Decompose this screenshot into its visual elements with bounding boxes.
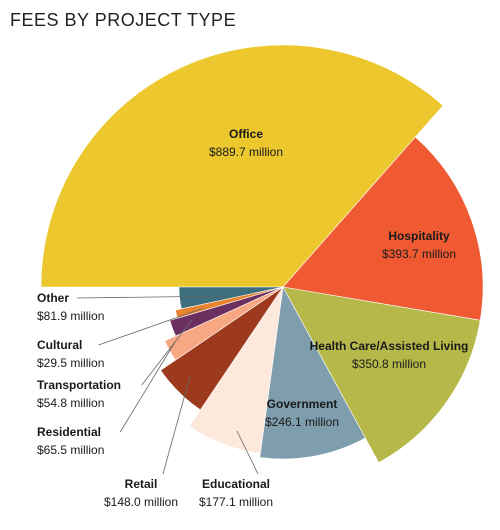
slice-value-label: $29.5 million	[37, 356, 104, 370]
slice-label: Health Care/Assisted Living	[310, 339, 469, 353]
pie-slice-health-care-assisted-living	[282, 286, 481, 463]
slice-label: Educational	[202, 477, 270, 491]
leader-line	[98, 307, 205, 346]
pie-slice-educational	[188, 286, 284, 454]
leader-line	[162, 375, 191, 475]
slice-value-label: $81.9 million	[37, 309, 104, 323]
leader-line	[119, 341, 176, 433]
slice-label: Residential	[37, 425, 101, 439]
slice-value-label: $350.8 million	[352, 357, 426, 371]
slice-value-label: $65.5 million	[37, 443, 104, 457]
slice-label: Hospitality	[388, 229, 450, 243]
slice-value-label: $177.1 million	[199, 495, 273, 509]
pie-slice-government	[259, 286, 366, 460]
leader-line	[141, 319, 193, 386]
pie-slice-other	[178, 286, 284, 310]
slice-value-label: $148.0 million	[104, 495, 178, 509]
pie-slice-office	[40, 44, 444, 288]
slice-label: Retail	[125, 477, 158, 491]
slice-value-label: $889.7 million	[209, 145, 283, 159]
leader-line	[236, 430, 259, 475]
slice-label: Cultural	[37, 338, 82, 352]
slice-value-label: $246.1 million	[265, 415, 339, 429]
pie-slice-hospitality	[282, 136, 484, 321]
chart-title: FEES BY PROJECT TYPE	[10, 10, 237, 30]
slice-label: Other	[37, 291, 69, 305]
slice-label: Office	[229, 127, 263, 141]
slice-value-label: $393.7 million	[382, 247, 456, 261]
slice-label: Transportation	[37, 378, 121, 392]
pie-slice-retail	[160, 286, 284, 411]
slice-label: Government	[267, 397, 338, 411]
pie-slice-cultural	[175, 286, 284, 319]
leader-line	[76, 295, 229, 299]
slice-value-label: $54.8 million	[37, 396, 104, 410]
pie-slice-transportation	[169, 286, 284, 337]
